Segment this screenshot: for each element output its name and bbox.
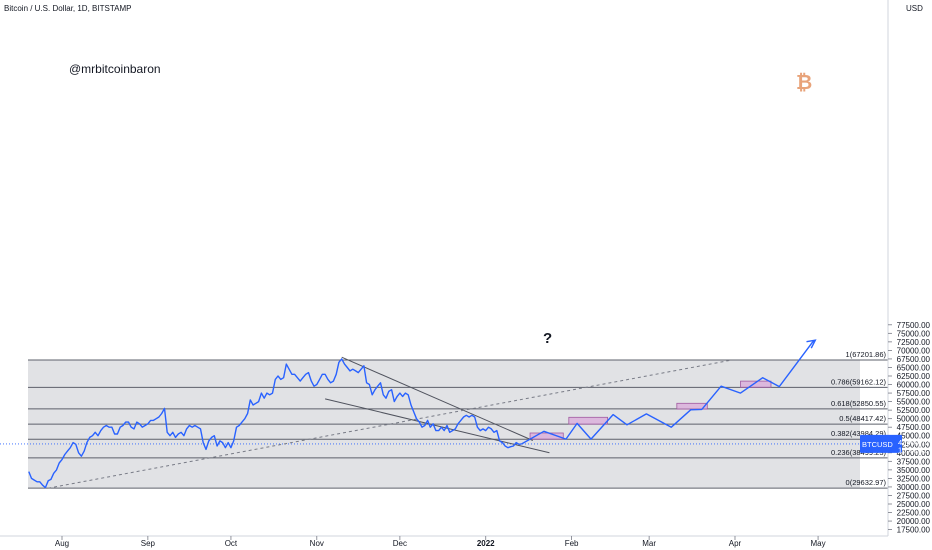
y-tick-label: 65000.00 [897, 363, 931, 372]
y-tick-label: 50000.00 [897, 415, 931, 424]
fib-level-label: 0.236(38499.23) [831, 448, 887, 457]
y-tick-label: 37500.00 [897, 457, 931, 466]
y-tick-label: 22500.00 [897, 509, 931, 518]
y-tick-label: 70000.00 [897, 346, 931, 355]
current-price-box [860, 434, 902, 453]
y-tick-label: 30000.00 [897, 483, 931, 492]
current-price-label[interactable]: BTCUSD 42600.72 18:56:51 [860, 434, 929, 455]
y-tick-label: 60000.00 [897, 381, 931, 390]
y-tick-label: 32500.00 [897, 474, 931, 483]
x-ticks: Aug Sep Oct Nov Dec 2022 Feb Mar Apr May [55, 536, 826, 548]
x-tick-label: Mar [642, 539, 656, 548]
question-mark: ? [543, 330, 552, 347]
x-tick-label: Sep [141, 539, 156, 548]
y-tick-label: 75000.00 [897, 329, 931, 338]
y-tick-label: 35000.00 [897, 466, 931, 475]
y-tick-label: 17500.00 [897, 526, 931, 535]
projection-arrowhead [806, 339, 817, 349]
price-line-historical [28, 358, 522, 489]
y-tick-label: 55000.00 [897, 398, 931, 407]
x-tick-label: Apr [729, 539, 742, 548]
y-tick-label: 42500.00 [897, 440, 931, 449]
trend-lines [48, 356, 733, 489]
current-price-symbol: BTCUSD [862, 440, 893, 449]
fib-level-label: 1(67201.86) [846, 350, 887, 359]
current-price-countdown: 18:56:51 [898, 445, 927, 454]
y-tick-label: 77500.00 [897, 321, 931, 330]
price-series [28, 339, 817, 489]
y-unit-label: USD [906, 4, 923, 13]
y-tick-label: 45000.00 [897, 432, 931, 441]
y-tick-label: 40000.00 [897, 449, 931, 458]
x-tick-label: 2022 [477, 539, 495, 548]
fib-level-label: 0.786(59162.12) [831, 377, 887, 386]
chart-title: Bitcoin / U.S. Dollar, 1D, BITSTAMP [4, 4, 131, 13]
x-tick-label: Oct [225, 539, 238, 548]
y-tick-label: 27500.00 [897, 491, 931, 500]
x-tick-label: May [811, 539, 826, 548]
bitcoin-icon: ₿ [796, 70, 812, 94]
fib-levels: 1(67201.86) 0.786(59162.12) 0.618(52850.55… [0, 350, 888, 489]
price-line-projection [521, 339, 816, 445]
current-price-value: 42600.72 [898, 438, 929, 447]
y-ticks: 17500.0020000.0022500.0025000.0027500.00… [888, 321, 931, 535]
y-tick-label: 62500.00 [897, 372, 931, 381]
diagonal-dashed-line [48, 359, 733, 489]
wedge-upper-line [341, 356, 534, 441]
x-tick-label: Nov [310, 539, 324, 548]
fib-level-label: 0(29632.97) [846, 478, 887, 487]
y-tick-label: 52500.00 [897, 406, 931, 415]
highlight-box [568, 416, 608, 425]
fib-level-label: 0.382(43984.29) [831, 429, 887, 438]
y-tick-label: 57500.00 [897, 389, 931, 398]
y-tick-label: 25000.00 [897, 500, 931, 509]
y-tick-label: 67500.00 [897, 355, 931, 364]
wedge-lower-line [324, 398, 550, 454]
highlight-box [740, 380, 772, 388]
y-tick-label: 72500.00 [897, 338, 931, 347]
x-tick-label: Feb [565, 539, 579, 548]
watermark-text: @mrbitcoinbaron [69, 62, 161, 76]
y-tick-label: 47500.00 [897, 423, 931, 432]
y-tick-label: 20000.00 [897, 517, 931, 526]
fib-level-label: 0.5(48417.42) [839, 414, 886, 423]
fib-level-label: 0.618(52850.55) [831, 399, 887, 408]
x-tick-label: Aug [55, 539, 69, 548]
x-tick-label: Dec [393, 539, 407, 548]
